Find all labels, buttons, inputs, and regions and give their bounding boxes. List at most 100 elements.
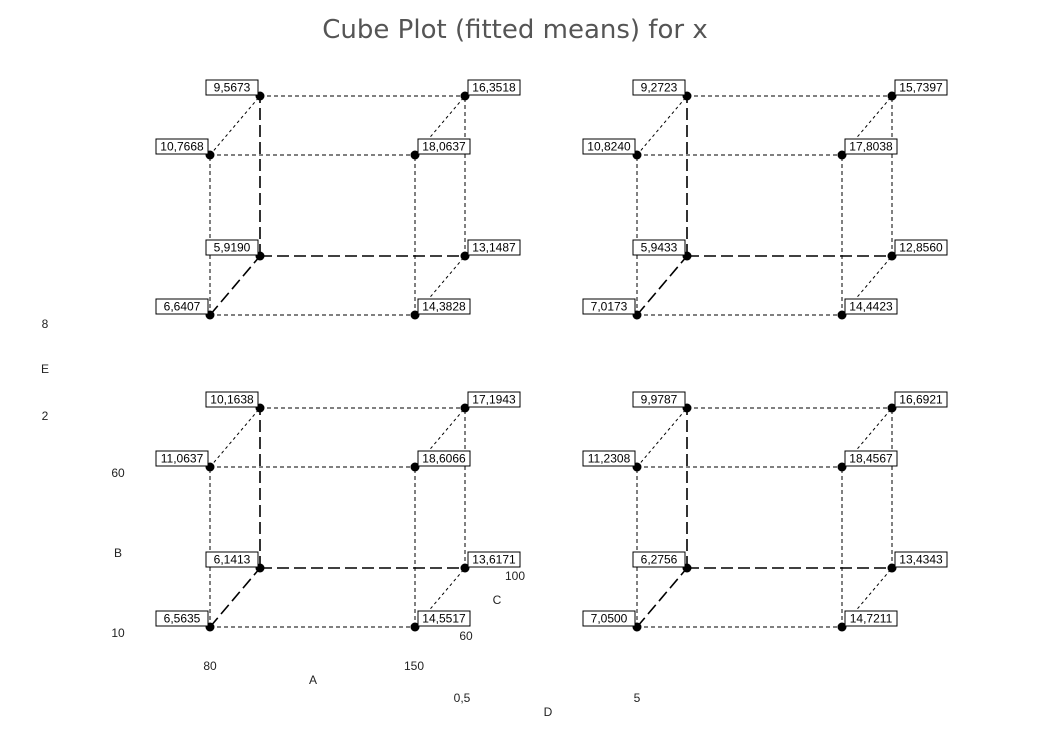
value-box: [417, 298, 471, 315]
corner-point: [460, 251, 470, 261]
fitted-mean-label: 14,5517: [422, 612, 466, 626]
value-box: [417, 450, 471, 467]
corner-point: [837, 462, 847, 472]
fitted-mean-label: 14,7211: [850, 612, 893, 626]
fitted-mean-label: 14,3828: [422, 300, 466, 314]
factor-d-label: D: [544, 705, 553, 719]
factor-e-label: E: [41, 362, 49, 376]
corner-point: [460, 563, 470, 573]
corner-point: [837, 150, 847, 160]
cube-edge: [636, 407, 688, 468]
factor-d-high: 5: [634, 691, 641, 705]
fitted-mean-label: 6,6407: [164, 300, 201, 314]
fitted-mean-label: 10,7668: [160, 140, 204, 154]
value-box: [467, 391, 521, 408]
cube-edge: [209, 567, 261, 628]
fitted-mean-label: 9,2723: [641, 81, 678, 95]
fitted-mean-label: 13,6171: [472, 553, 516, 567]
value-box: [582, 298, 636, 315]
cube-bottom-left: 6,5635 14,5517 11,0637 18,6066 6,1413 13,6171…: [155, 391, 521, 632]
factor-c-low: 60: [459, 629, 473, 643]
value-box: [417, 138, 471, 155]
factor-a-low: 80: [203, 659, 217, 673]
value-box: [467, 79, 521, 96]
fitted-mean-label: 18,0637: [422, 140, 466, 154]
value-box: [205, 239, 259, 256]
value-box: [844, 138, 898, 155]
value-box: [632, 79, 686, 96]
factor-c-label: C: [493, 593, 502, 607]
value-box: [582, 138, 636, 155]
cube-edge: [209, 255, 261, 316]
corner-point: [887, 91, 897, 101]
corner-point: [887, 251, 897, 261]
value-box: [155, 298, 209, 315]
fitted-mean-label: 16,3518: [472, 81, 516, 95]
cube-edge: [209, 95, 261, 156]
corner-point: [837, 622, 847, 632]
fitted-mean-label: 7,0500: [591, 612, 628, 626]
fitted-mean-label: 7,0173: [591, 300, 628, 314]
value-box: [155, 450, 209, 467]
value-box: [582, 610, 636, 627]
value-box: [894, 391, 948, 408]
value-box: [155, 610, 209, 627]
factor-e-low: 2: [42, 409, 49, 423]
factor-a-high: 150: [404, 659, 424, 673]
corner-point: [887, 403, 897, 413]
fitted-mean-label: 9,5673: [214, 81, 251, 95]
corner-point: [410, 310, 420, 320]
value-box: [582, 450, 636, 467]
value-box: [844, 298, 898, 315]
fitted-mean-label: 13,4343: [899, 553, 943, 567]
fitted-mean-label: 5,9190: [214, 241, 251, 255]
fitted-mean-label: 10,1638: [210, 393, 254, 407]
value-box: [205, 551, 259, 568]
fitted-mean-label: 6,2756: [641, 553, 678, 567]
cube-top-left: 6,6407 14,3828 10,7668 18,0637 5,9190 13,1487…: [155, 79, 521, 320]
value-box: [632, 239, 686, 256]
fitted-mean-label: 14,4423: [849, 300, 893, 314]
value-box: [844, 450, 898, 467]
value-box: [155, 138, 209, 155]
factor-a-label: A: [309, 673, 317, 687]
value-box: [894, 239, 948, 256]
fitted-mean-label: 9,9787: [641, 393, 678, 407]
factor-b-label: B: [114, 546, 122, 560]
value-box: [894, 79, 948, 96]
cube-edge: [636, 255, 688, 316]
factor-c-high: 100: [505, 569, 525, 583]
fitted-mean-label: 13,1487: [472, 241, 516, 255]
factor-b-low: 10: [111, 626, 125, 640]
cube-edge: [636, 567, 688, 628]
value-box: [205, 79, 259, 96]
fitted-mean-label: 17,8038: [849, 140, 893, 154]
factor-e-high: 8: [42, 317, 49, 331]
value-box: [417, 610, 471, 627]
fitted-mean-label: 6,1413: [214, 553, 251, 567]
plot-title: Cube Plot (fitted means) for x: [322, 15, 707, 45]
corner-point: [410, 462, 420, 472]
fitted-mean-label: 18,4567: [849, 452, 893, 466]
fitted-mean-label: 11,2308: [588, 452, 631, 466]
factor-d-low: 0,5: [454, 691, 471, 705]
corner-point: [410, 150, 420, 160]
fitted-mean-label: 10,8240: [587, 140, 631, 154]
corner-point: [460, 403, 470, 413]
fitted-mean-label: 18,6066: [422, 452, 466, 466]
cube-edge: [209, 407, 261, 468]
value-box: [467, 551, 521, 568]
corner-point: [887, 563, 897, 573]
cube-bottom-right: 7,0500 14,7211 11,2308 18,4567 6,2756 13,4343…: [582, 391, 948, 632]
value-box: [844, 610, 898, 627]
fitted-mean-label: 5,9433: [641, 241, 678, 255]
fitted-mean-label: 12,8560: [899, 241, 943, 255]
value-box: [632, 391, 686, 408]
value-box: [894, 551, 948, 568]
corner-point: [460, 91, 470, 101]
fitted-mean-label: 15,7397: [899, 81, 943, 95]
fitted-mean-label: 11,0637: [161, 452, 204, 466]
fitted-mean-label: 6,5635: [164, 612, 201, 626]
value-box: [205, 391, 259, 408]
